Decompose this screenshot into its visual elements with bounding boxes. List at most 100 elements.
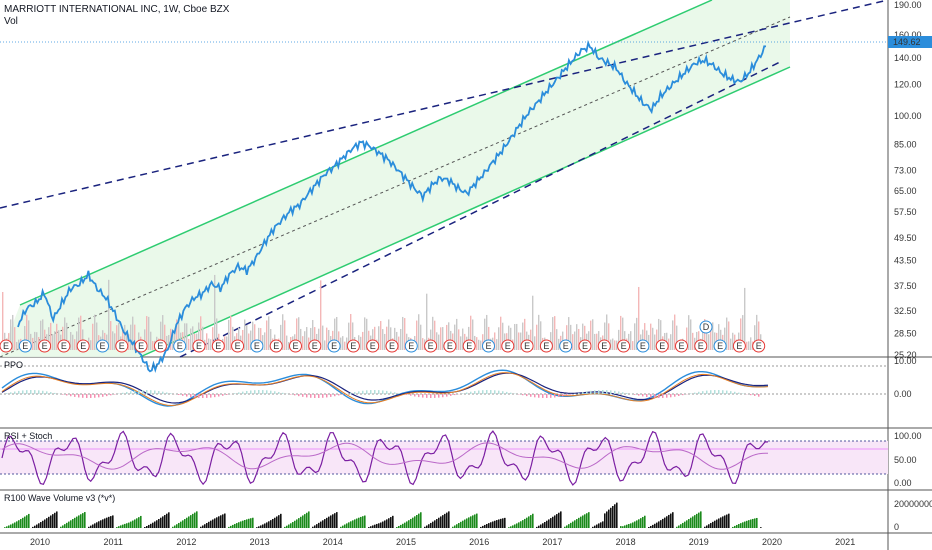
wave-volume-bar — [624, 525, 626, 528]
wave-volume-bar — [652, 524, 654, 528]
earnings-marker-label: E — [42, 341, 48, 351]
volume-bar — [282, 314, 284, 350]
earnings-marker[interactable] — [115, 339, 129, 353]
earnings-marker[interactable] — [18, 339, 32, 353]
ppo-hist-bar — [654, 394, 656, 398]
volume-bar — [422, 338, 424, 350]
ppo-histogram — [6, 390, 760, 398]
earnings-marker[interactable] — [675, 339, 688, 353]
earnings-marker-label: E — [3, 341, 9, 351]
earnings-marker[interactable] — [597, 339, 611, 353]
earnings-marker[interactable] — [713, 339, 727, 353]
ppo-hist-bar — [534, 394, 536, 398]
ppo-pane-title[interactable]: PPO — [4, 360, 24, 370]
symbol-title[interactable]: MARRIOTT INTERNATIONAL INC, 1W, Cboe BZX — [4, 4, 230, 15]
wave-volume-bar — [116, 527, 118, 528]
earnings-marker[interactable] — [617, 339, 631, 353]
ppo-hist-bar — [682, 394, 684, 396]
volume-bar — [340, 337, 342, 350]
volwave-pane-title[interactable]: R100 Wave Volume v3 (*v*) — [4, 493, 116, 503]
wave-volume-bar — [518, 522, 520, 528]
earnings-marker[interactable] — [346, 339, 360, 353]
earnings-marker-label: E — [485, 341, 491, 351]
earnings-marker[interactable] — [732, 339, 746, 353]
earnings-marker[interactable] — [424, 339, 438, 353]
rsi-pane-title[interactable]: RSI + Stoch — [4, 431, 53, 441]
wave-volume-bar — [448, 511, 450, 528]
volume-bar — [260, 328, 262, 350]
volume-bar — [582, 323, 584, 350]
ppo-hist-bar — [66, 394, 68, 396]
earnings-marker[interactable] — [0, 339, 13, 353]
ppo-hist-bar — [438, 394, 440, 398]
earnings-marker[interactable] — [462, 339, 476, 353]
earnings-marker[interactable] — [501, 339, 515, 353]
wave-volume-bar — [402, 523, 404, 528]
earnings-marker-label: E — [756, 341, 762, 351]
ppo-hist-bar — [274, 391, 276, 394]
earnings-marker-label: E — [736, 341, 742, 351]
earnings-marker[interactable] — [76, 339, 90, 353]
earnings-marker[interactable] — [578, 339, 592, 353]
wave-volume-bar — [12, 523, 14, 528]
rsi-tick: 100.00 — [894, 431, 922, 441]
ppo-hist-bar — [54, 392, 56, 394]
earnings-marker[interactable] — [559, 339, 573, 353]
earnings-marker[interactable] — [134, 339, 148, 353]
time-tick-label: 2020 — [762, 537, 782, 547]
earnings-marker[interactable] — [250, 339, 264, 353]
volume-bar — [438, 334, 440, 350]
earnings-marker[interactable] — [366, 339, 380, 353]
wave-volume-bar — [168, 512, 170, 528]
earnings-marker[interactable] — [443, 339, 457, 353]
earnings-marker[interactable] — [289, 339, 302, 353]
ppo-hist-bar — [578, 392, 580, 394]
volume-bar — [756, 314, 758, 350]
earnings-marker[interactable] — [539, 339, 553, 353]
channel-lower-line — [139, 66, 791, 358]
ppo-hist-bar — [538, 394, 540, 398]
earnings-marker[interactable] — [752, 339, 766, 353]
wave-volume-bar — [470, 516, 472, 528]
wave-volume-bar — [340, 526, 342, 528]
earnings-marker[interactable] — [269, 339, 283, 353]
wave-volume-bar — [260, 525, 262, 528]
wave-volume-bar — [370, 526, 372, 528]
volume-bar — [148, 316, 150, 350]
earnings-marker[interactable] — [96, 339, 109, 353]
earnings-marker[interactable] — [192, 339, 206, 353]
earnings-marker[interactable] — [153, 339, 167, 353]
wave-volume-bar — [22, 517, 24, 528]
earnings-marker[interactable] — [636, 339, 650, 353]
earnings-marker[interactable] — [231, 339, 245, 353]
ppo-hist-bar — [702, 391, 704, 394]
earnings-marker[interactable] — [482, 339, 495, 353]
ppo-hist-bar — [650, 394, 652, 398]
earnings-marker[interactable] — [173, 339, 187, 353]
wave-volume-bar — [668, 514, 670, 528]
earnings-marker[interactable] — [327, 339, 341, 353]
volume-bar — [510, 327, 512, 350]
ppo-hist-bar — [126, 391, 128, 394]
earnings-marker-label: E — [563, 341, 569, 351]
volume-bar — [306, 327, 308, 350]
wave-volume-bar — [288, 524, 290, 528]
earnings-marker[interactable] — [655, 339, 669, 353]
ppo-hist-bar — [242, 391, 244, 394]
volume-bar — [374, 326, 376, 350]
earnings-marker[interactable] — [211, 339, 225, 353]
earnings-marker[interactable] — [38, 339, 52, 353]
earnings-marker[interactable] — [520, 339, 534, 353]
wave-volume-bar — [648, 527, 650, 528]
earnings-marker[interactable] — [694, 339, 708, 353]
price-tick-label: 43.50 — [894, 255, 917, 265]
earnings-marker[interactable] — [308, 339, 322, 353]
earnings-marker[interactable] — [57, 339, 71, 353]
ppo-hist-bar — [446, 394, 448, 397]
wave-volume-bar — [676, 526, 678, 528]
earnings-marker[interactable] — [404, 339, 418, 353]
earnings-marker[interactable] — [385, 339, 399, 353]
vol-legend[interactable]: Vol — [4, 16, 18, 27]
volume-bar — [532, 295, 534, 350]
